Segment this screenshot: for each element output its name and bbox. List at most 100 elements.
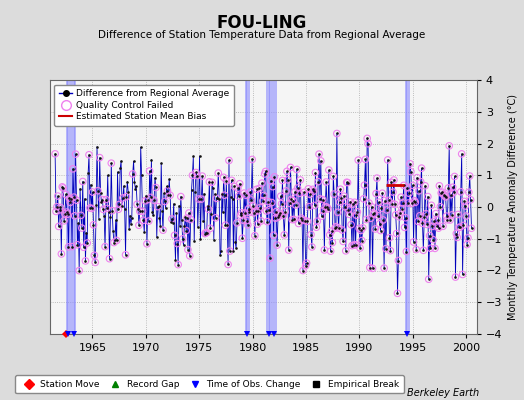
Point xyxy=(352,212,361,218)
Point xyxy=(443,216,452,223)
Point xyxy=(332,223,340,230)
Point xyxy=(339,238,347,245)
Point xyxy=(283,177,292,183)
Point xyxy=(314,178,322,185)
Point xyxy=(379,217,387,223)
Point xyxy=(283,177,292,183)
Point xyxy=(250,232,259,239)
Point xyxy=(289,198,298,204)
Point xyxy=(417,178,425,185)
Point xyxy=(288,216,297,223)
Point xyxy=(266,255,274,261)
Point xyxy=(230,183,238,190)
Point xyxy=(206,225,214,232)
Point xyxy=(77,212,85,218)
Point xyxy=(264,198,272,205)
Point xyxy=(366,264,374,271)
Point xyxy=(313,218,321,224)
Point xyxy=(441,194,450,200)
Point xyxy=(67,196,75,202)
Point xyxy=(183,215,191,221)
Point xyxy=(247,197,256,203)
Point xyxy=(347,221,355,228)
Point xyxy=(58,184,67,190)
Point xyxy=(73,242,82,248)
Point xyxy=(325,167,333,173)
Point xyxy=(302,260,311,266)
Point xyxy=(353,209,362,215)
Point xyxy=(363,135,372,142)
Point xyxy=(383,207,391,213)
Point xyxy=(427,245,435,252)
Point xyxy=(65,195,73,201)
Point xyxy=(414,218,422,225)
Point xyxy=(342,248,350,254)
Point xyxy=(450,189,458,196)
Point xyxy=(367,204,376,210)
Point xyxy=(363,135,372,142)
Point xyxy=(301,217,309,224)
Point xyxy=(438,189,446,195)
Point xyxy=(348,242,356,249)
Point xyxy=(122,194,130,200)
Point xyxy=(53,204,61,210)
Point xyxy=(430,218,438,224)
Point xyxy=(105,256,114,262)
Point xyxy=(269,232,278,238)
Point xyxy=(233,220,241,226)
Point xyxy=(440,192,448,198)
Point xyxy=(97,199,106,206)
Point xyxy=(250,232,259,239)
Point xyxy=(421,183,429,189)
Point xyxy=(332,223,340,230)
Point xyxy=(174,262,182,268)
Point xyxy=(58,184,67,190)
Point xyxy=(161,205,170,211)
Point xyxy=(423,221,431,228)
Point xyxy=(372,190,380,197)
Point xyxy=(100,212,108,219)
Point xyxy=(392,230,401,237)
Point xyxy=(81,258,90,264)
Point xyxy=(240,190,248,196)
Point xyxy=(237,210,246,216)
Point xyxy=(56,207,64,213)
Point xyxy=(261,168,270,175)
Point xyxy=(129,158,138,164)
Point xyxy=(447,212,456,218)
Point xyxy=(330,191,339,197)
Point xyxy=(454,211,462,218)
Point xyxy=(328,228,336,234)
Point xyxy=(418,165,426,171)
Point xyxy=(410,198,419,204)
Point xyxy=(265,206,274,213)
Point xyxy=(427,245,435,252)
Point xyxy=(115,201,124,208)
Point xyxy=(451,274,460,280)
Point xyxy=(224,261,232,268)
Point xyxy=(68,243,77,250)
Point xyxy=(447,212,456,218)
Point xyxy=(274,214,282,220)
Point xyxy=(347,221,355,228)
Point xyxy=(371,226,379,232)
Point xyxy=(90,252,99,258)
Point xyxy=(282,188,290,194)
Point xyxy=(397,194,405,200)
Text: Berkeley Earth: Berkeley Earth xyxy=(407,388,479,398)
Point xyxy=(101,244,109,250)
Point xyxy=(407,168,415,175)
Point xyxy=(199,218,208,224)
Point xyxy=(427,202,435,208)
Point xyxy=(114,206,123,212)
Point xyxy=(404,200,412,206)
Point xyxy=(253,186,261,192)
Point xyxy=(359,196,368,202)
Point xyxy=(271,215,279,221)
Point xyxy=(412,246,420,253)
Point xyxy=(102,196,110,203)
Point xyxy=(350,242,358,248)
Point xyxy=(292,166,301,173)
Point xyxy=(169,220,177,226)
Point xyxy=(419,247,428,254)
